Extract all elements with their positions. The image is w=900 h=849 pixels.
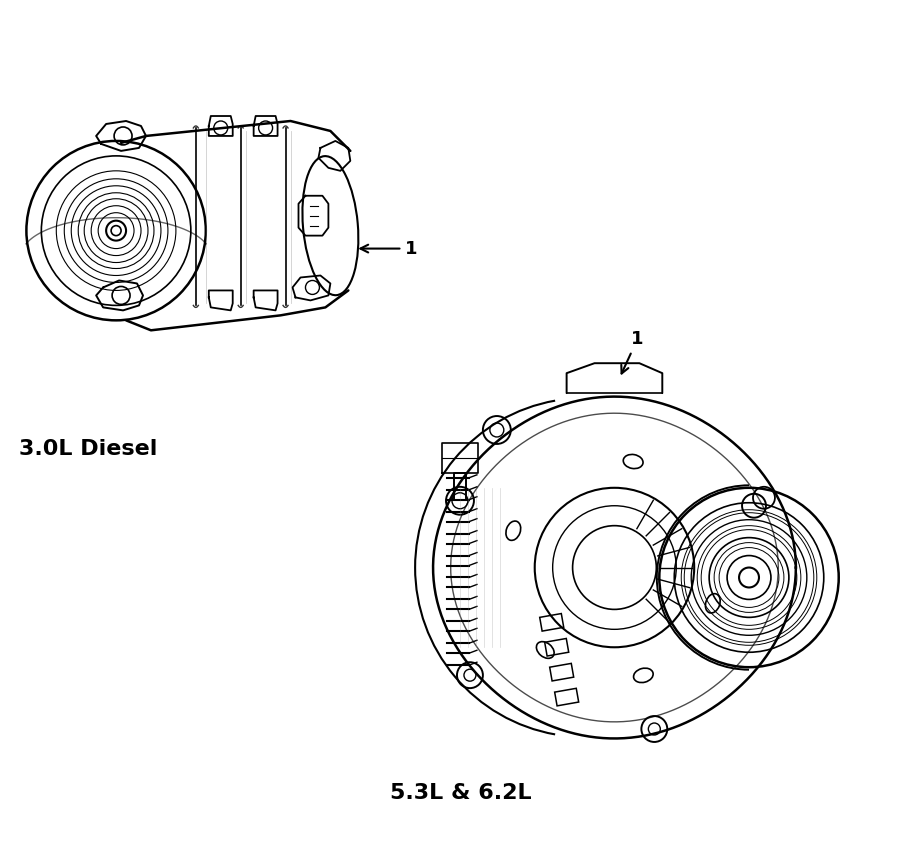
Bar bbox=[540, 614, 563, 631]
Bar bbox=[544, 638, 569, 656]
Text: 1: 1 bbox=[621, 330, 644, 374]
Text: 5.3L & 6.2L: 5.3L & 6.2L bbox=[391, 783, 532, 803]
Bar bbox=[550, 663, 573, 681]
Text: 3.0L Diesel: 3.0L Diesel bbox=[20, 439, 158, 459]
Text: 1: 1 bbox=[360, 239, 418, 257]
Bar bbox=[554, 689, 579, 706]
